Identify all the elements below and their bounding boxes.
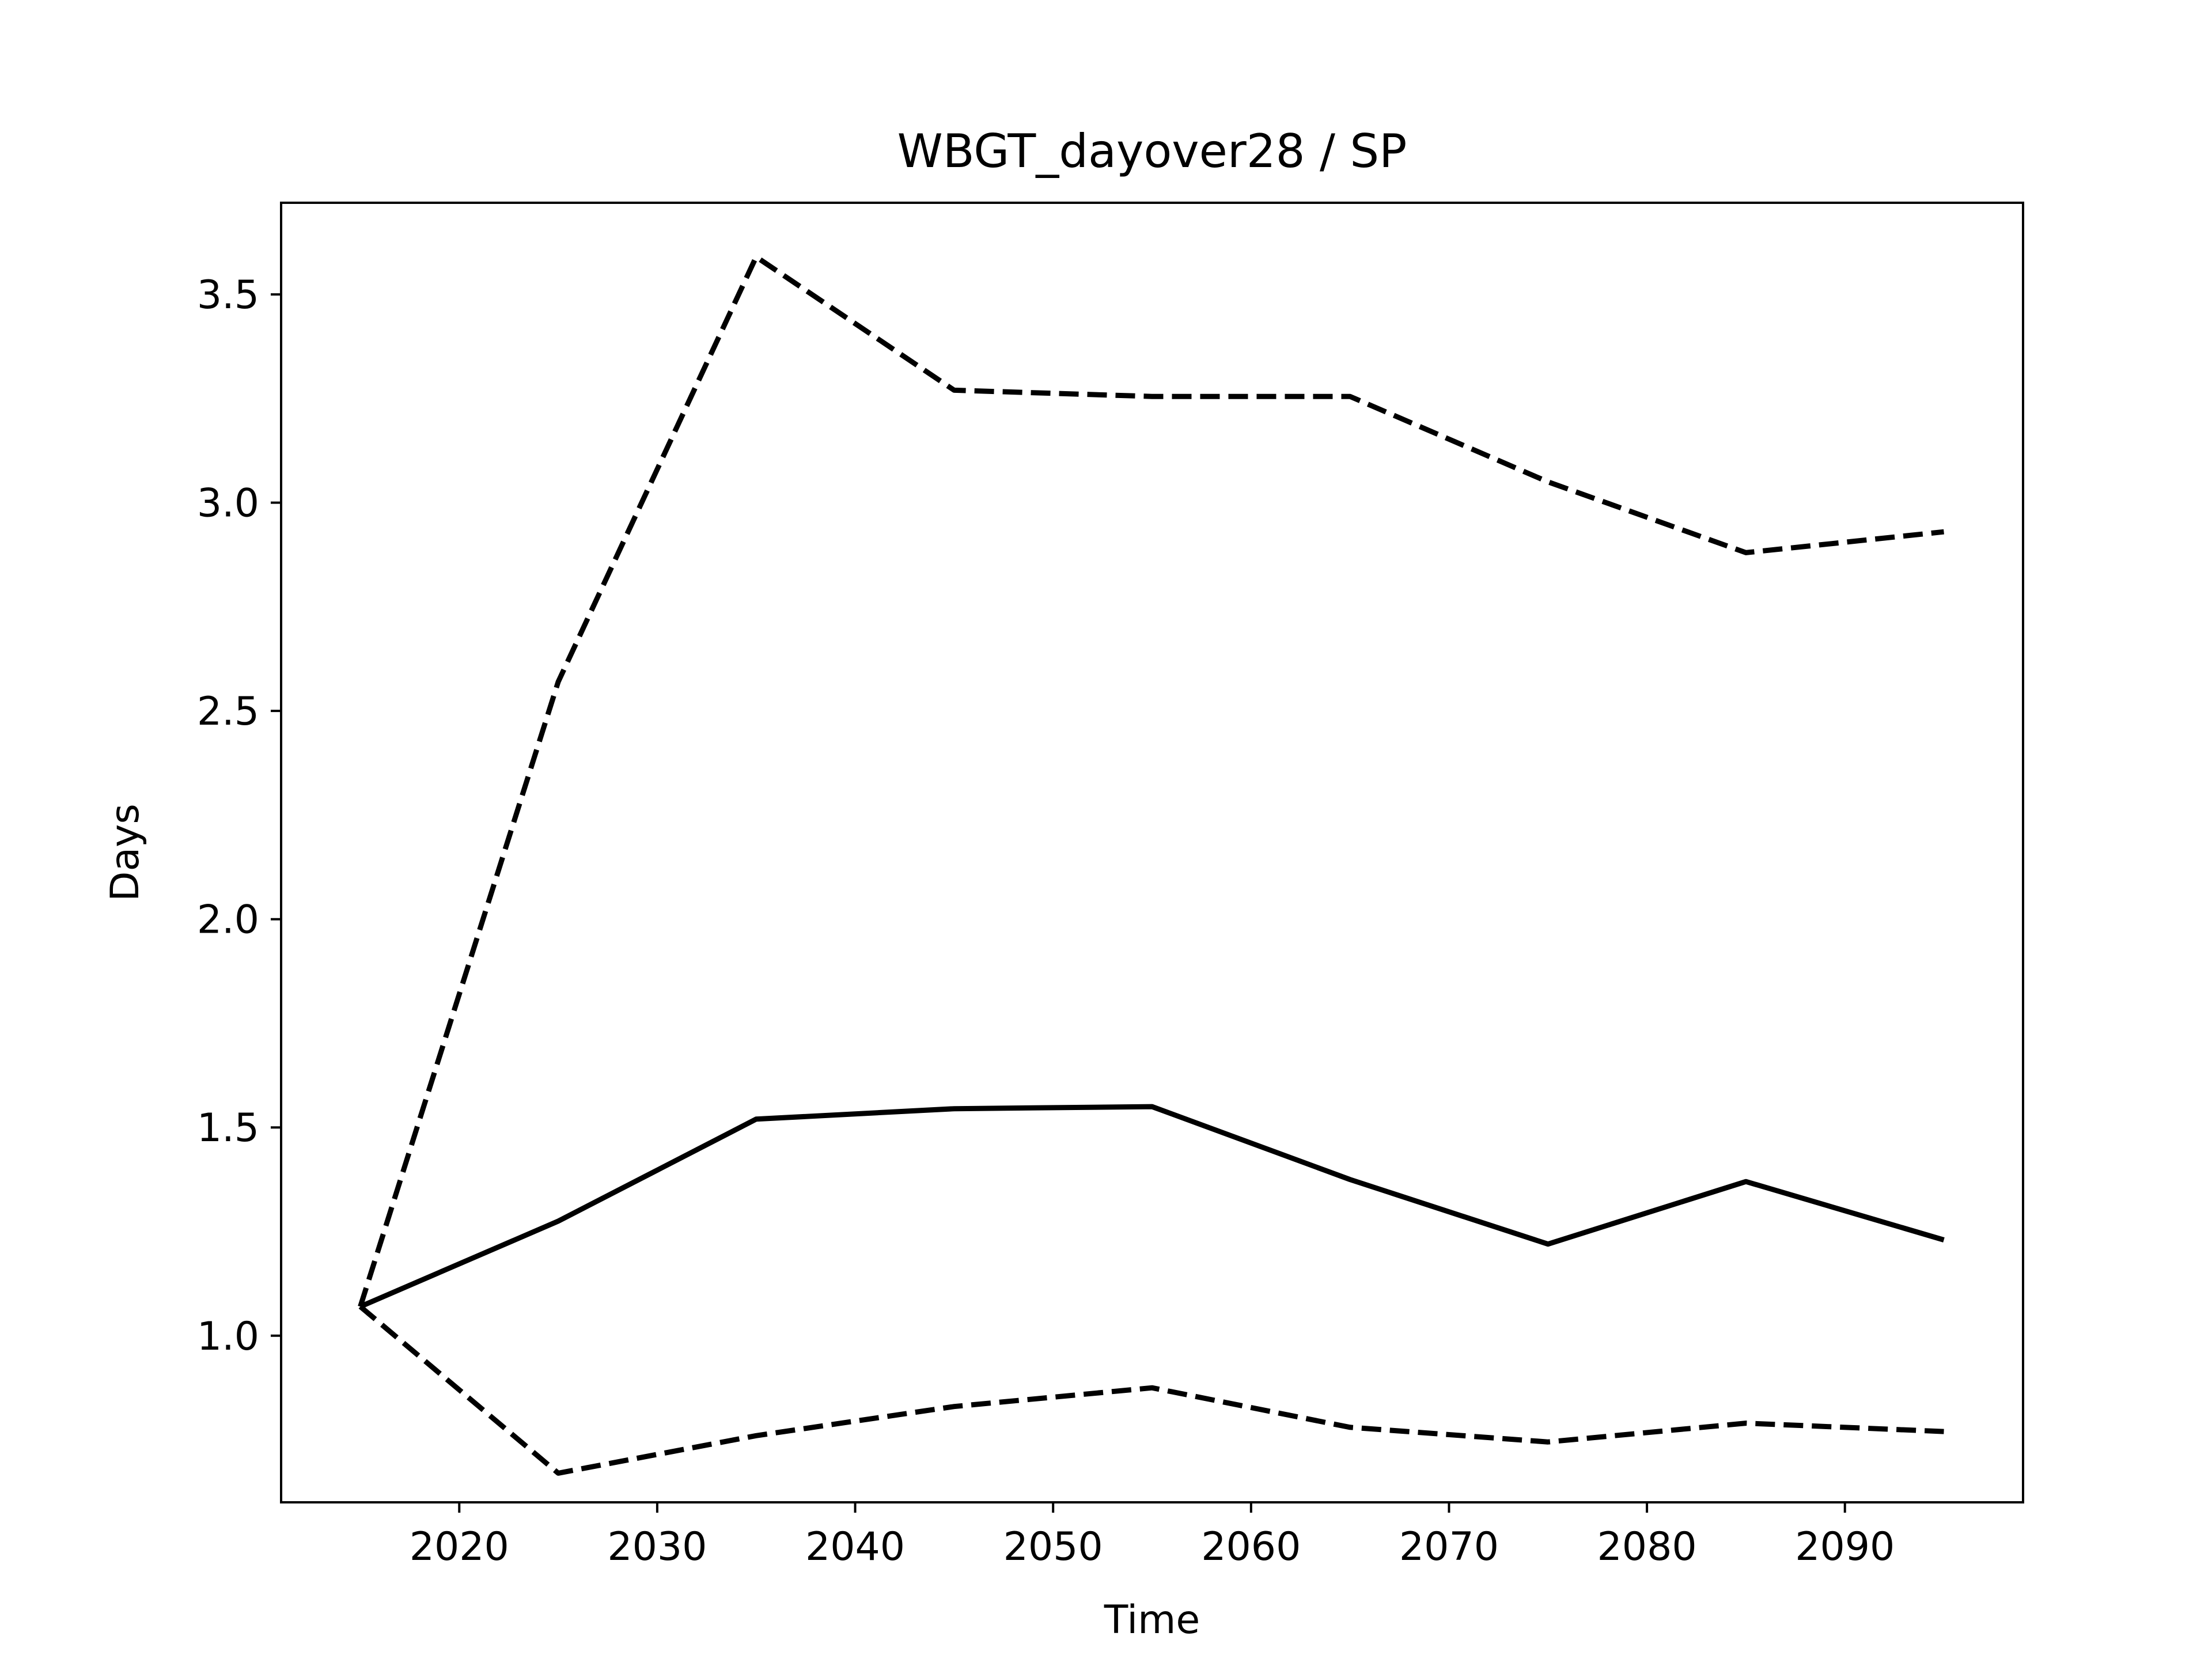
x-tick-label: 2030 [607,1524,707,1570]
y-tick-label: 1.0 [197,1314,259,1359]
median-solid-line [359,1104,1945,1309]
x-axis-label: Time [1104,1597,1200,1643]
y-tick-label: 2.5 [197,689,259,734]
x-tick-label: 2040 [805,1524,905,1570]
y-axis-label: Days [103,804,148,902]
x-ticks: 2020 2030 2040 2050 2060 2070 2080 2090 [410,1502,1895,1570]
y-tick-label: 1.5 [197,1105,259,1151]
y-ticks: 1.0 1.5 2.0 2.5 3.0 3.5 [197,272,281,1359]
x-tick-label: 2080 [1597,1524,1697,1570]
upper-bound-dashed-line [358,254,1944,1308]
y-tick-label: 2.0 [197,897,259,943]
x-tick-label: 2020 [410,1524,509,1570]
x-tick-label: 2070 [1399,1524,1499,1570]
lower-bound-dashed-line [358,1304,1944,1476]
y-tick-label: 3.5 [197,272,259,318]
x-tick-label: 2060 [1201,1524,1301,1570]
plot-area-frame [280,202,2024,1503]
x-tick-label: 2050 [1003,1524,1103,1570]
x-tick-label: 2090 [1795,1524,1895,1570]
chart-title: WBGT_dayover28 / SP [897,124,1407,178]
y-tick-label: 3.0 [197,481,259,527]
series-layer [358,254,1945,1476]
